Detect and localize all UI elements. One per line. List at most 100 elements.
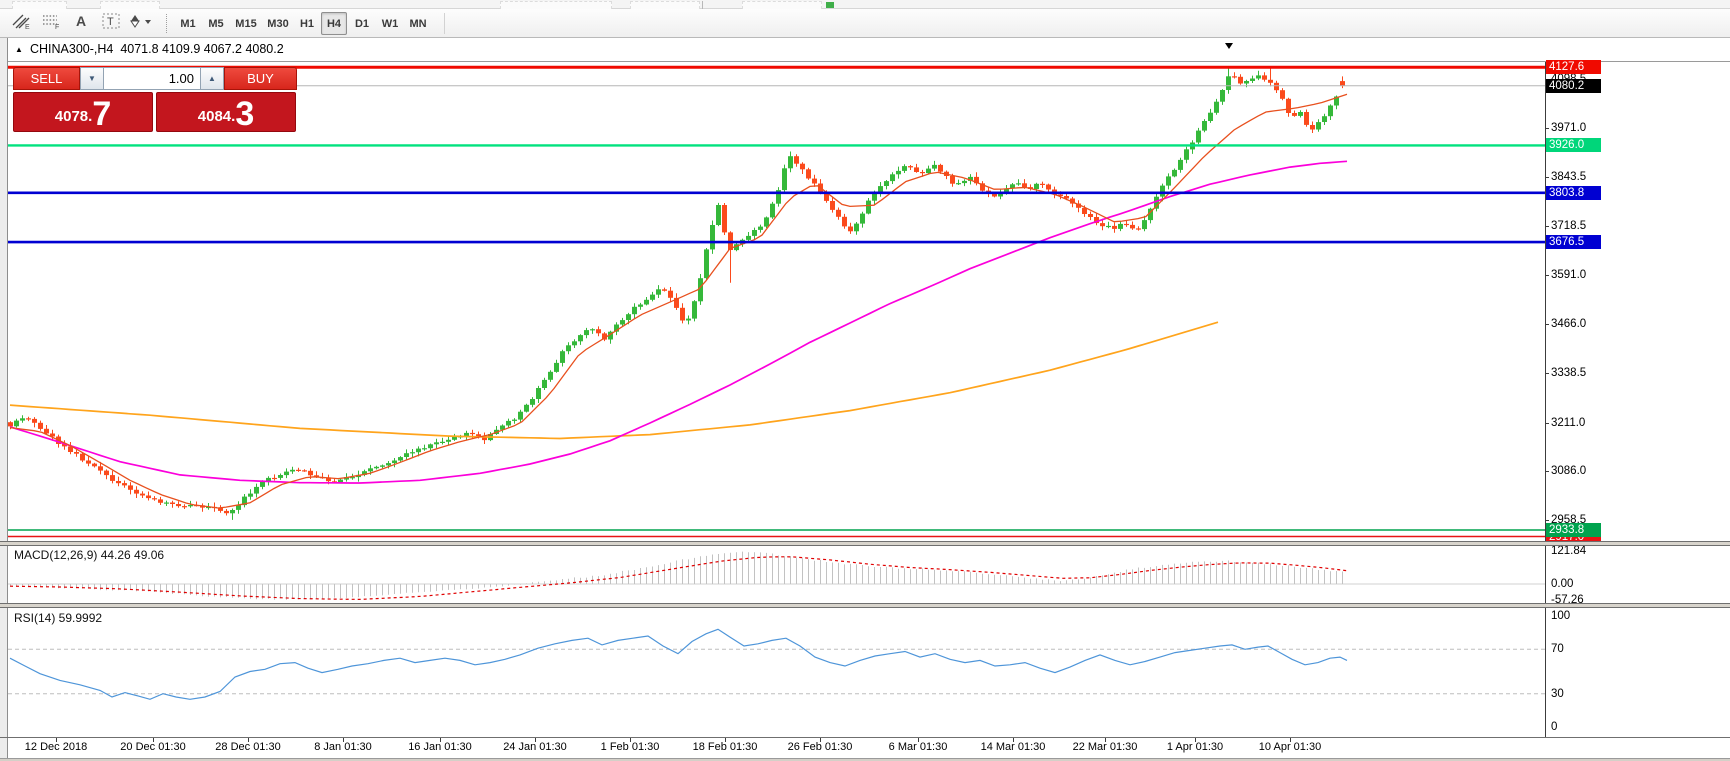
time-tick <box>918 738 919 742</box>
price-axis-border <box>1545 62 1546 737</box>
time-tick <box>248 738 249 742</box>
chart-title-bar: ▲ CHINA300-,H4 4071.8 4109.9 4067.2 4080… <box>0 38 1730 62</box>
time-tick-label: 22 Mar 01:30 <box>1072 741 1138 753</box>
price-level-badge: 3803.8 <box>1546 186 1601 200</box>
time-tick-label: 16 Jan 01:30 <box>408 741 472 753</box>
time-tick-label: 10 Apr 01:30 <box>1258 741 1322 753</box>
price-tick <box>1545 226 1549 227</box>
time-tick <box>820 738 821 742</box>
rsi-pane-border <box>0 737 1730 738</box>
svg-text:E: E <box>25 24 30 30</box>
volume-decrease-button[interactable]: ▼ <box>80 67 104 90</box>
buy-price-button[interactable]: 4084. 3 <box>156 92 296 132</box>
time-tick <box>440 738 441 742</box>
equidistant-channel-button[interactable]: E <box>8 12 34 35</box>
chart-title: CHINA300-,H4 4071.8 4109.9 4067.2 4080.2 <box>30 42 284 56</box>
last-bar-marker-icon <box>1225 43 1233 49</box>
timeframe-m5[interactable]: M5 <box>208 17 224 30</box>
buy-button[interactable]: BUY <box>224 67 297 90</box>
price-tick <box>1545 423 1549 424</box>
timeframe-m15[interactable]: M15 <box>235 17 257 30</box>
rsi-tick-label: 30 <box>1551 688 1564 700</box>
time-tick-label: 24 Jan 01:30 <box>503 741 567 753</box>
timeframe-mn[interactable]: MN <box>409 17 427 30</box>
price-level-badge: 3676.5 <box>1546 235 1601 249</box>
time-tick <box>535 738 536 742</box>
price-level-badge: 3926.0 <box>1546 138 1601 152</box>
arrows-button[interactable] <box>128 12 154 35</box>
timeframe-h4[interactable]: H4 <box>321 12 347 35</box>
fibonacci-grid-icon: F <box>41 12 61 35</box>
price-tick <box>1545 177 1549 178</box>
fibonacci-grid-button[interactable]: F <box>38 12 64 35</box>
time-tick-label: 6 Mar 01:30 <box>888 741 948 753</box>
clipped-button-fragment <box>630 1 700 9</box>
price-tick <box>1545 471 1549 472</box>
time-tick-label: 26 Feb 01:30 <box>787 741 853 753</box>
price-tick-label: 3591.0 <box>1551 269 1587 281</box>
toolbar-separator <box>702 1 703 9</box>
price-tick <box>1545 275 1549 276</box>
time-tick-label: 8 Jan 01:30 <box>314 741 372 753</box>
sell-button[interactable]: SELL <box>13 67 80 90</box>
price-tick-label: 3718.5 <box>1551 220 1587 232</box>
time-tick-label: 20 Dec 01:30 <box>120 741 186 753</box>
text-icon: A <box>71 12 91 35</box>
time-tick-label: 1 Apr 01:30 <box>1166 741 1224 753</box>
collapse-chart-icon[interactable]: ▲ <box>15 45 23 54</box>
time-tick <box>630 738 631 742</box>
text-label-button[interactable]: T <box>98 12 124 35</box>
rsi-label: RSI(14) 59.9992 <box>14 611 103 625</box>
one-click-trading-panel: SELL ▼ ▲ BUY 4078.7 4084.3 <box>13 67 297 132</box>
sell-price-fraction: 7 <box>92 95 112 133</box>
time-tick <box>1105 738 1106 742</box>
time-tick-label: 12 Dec 2018 <box>24 741 88 753</box>
sell-price-button[interactable]: 4078. 7 <box>13 92 153 132</box>
chart-canvas[interactable] <box>8 62 1545 737</box>
price-tick <box>1545 520 1549 521</box>
svg-text:F: F <box>55 24 59 30</box>
volume-input[interactable] <box>104 68 200 89</box>
time-tick <box>56 738 57 742</box>
price-tick <box>1545 128 1549 129</box>
svg-text:T: T <box>107 16 114 28</box>
main-pane <box>8 65 1545 538</box>
rsi-pane <box>8 628 1545 700</box>
price-level-badge: 4080.2 <box>1546 79 1601 93</box>
price-tick-label: 3843.5 <box>1551 171 1587 183</box>
volume-increase-button[interactable]: ▲ <box>200 67 224 90</box>
price-tick-label: 3338.5 <box>1551 367 1587 379</box>
pane-splitter-macd[interactable] <box>0 541 1730 546</box>
window-left-frame <box>0 38 8 761</box>
macd-label: MACD(12,26,9) 44.26 49.06 <box>14 548 165 562</box>
buy-price-fraction: 3 <box>235 95 255 133</box>
price-tick <box>1545 373 1549 374</box>
toolbar-separator <box>444 13 445 34</box>
time-tick-label: 1 Feb 01:30 <box>600 741 660 753</box>
rsi-tick-label: 0 <box>1551 721 1558 733</box>
timeframe-h1[interactable]: H1 <box>299 17 315 30</box>
timeframe-m30[interactable]: M30 <box>267 17 289 30</box>
price-level-badge: 4127.6 <box>1546 60 1601 74</box>
toolbar-separator <box>166 14 167 33</box>
volume-field-wrap <box>104 67 200 90</box>
price-scale[interactable] <box>1546 62 1730 737</box>
macd-pane <box>8 551 1545 601</box>
timeframe-d1[interactable]: D1 <box>354 17 370 30</box>
time-tick <box>725 738 726 742</box>
price-level-badge: 2933.8 <box>1546 523 1601 537</box>
clipped-button-fragment <box>500 1 612 9</box>
window-bottom-frame <box>0 758 1730 761</box>
time-tick-label: 18 Feb 01:30 <box>692 741 758 753</box>
price-tick-label: 3086.0 <box>1551 465 1587 477</box>
symbol-period: CHINA300-,H4 <box>30 42 114 56</box>
text-button[interactable]: A <box>68 12 94 35</box>
timeframe-m1[interactable]: M1 <box>180 17 196 30</box>
time-tick <box>343 738 344 742</box>
macd-tick-label: 121.84 <box>1551 545 1587 557</box>
price-tick-label: 3466.0 <box>1551 318 1587 330</box>
pane-splitter-rsi[interactable] <box>0 603 1730 608</box>
timeframe-w1[interactable]: W1 <box>381 17 399 30</box>
price-tick <box>1545 324 1549 325</box>
